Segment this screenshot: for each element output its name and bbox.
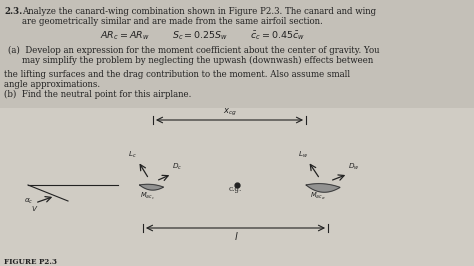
- Text: (a)  Develop an expression for the moment coefficient about the center of gravit: (a) Develop an expression for the moment…: [8, 46, 380, 55]
- Text: $AR_c = AR_w$        $S_c = 0.25S_w$        $\bar{c}_c = 0.45\bar{c}_w$: $AR_c = AR_w$ $S_c = 0.25S_w$ $\bar{c}_c…: [100, 30, 305, 43]
- Text: the lifting surfaces and the drag contribution to the moment. Also assume small: the lifting surfaces and the drag contri…: [4, 70, 350, 79]
- Text: are geometrically similar and are made from the same airfoil section.: are geometrically similar and are made f…: [22, 17, 323, 26]
- Polygon shape: [140, 184, 164, 190]
- Text: FIGURE P2.3: FIGURE P2.3: [4, 258, 57, 266]
- Text: $L_w$: $L_w$: [298, 150, 308, 160]
- Text: $D_c$: $D_c$: [172, 162, 182, 172]
- Text: $\alpha_c$: $\alpha_c$: [24, 197, 34, 206]
- Text: c.g.: c.g.: [229, 185, 242, 193]
- Text: 2.3.: 2.3.: [4, 7, 22, 16]
- Text: $V$: $V$: [31, 204, 38, 213]
- FancyBboxPatch shape: [0, 0, 474, 108]
- Text: $M_{ac_c}$: $M_{ac_c}$: [140, 191, 155, 202]
- Text: $L_c$: $L_c$: [128, 150, 137, 160]
- Polygon shape: [306, 184, 340, 192]
- Text: $M_{ac_w}$: $M_{ac_w}$: [310, 191, 326, 202]
- Text: $x_{cg}$: $x_{cg}$: [223, 107, 237, 118]
- Text: $D_w$: $D_w$: [348, 162, 360, 172]
- Text: Analyze the canard-wing combination shown in Figure P2.3. The canard and wing: Analyze the canard-wing combination show…: [22, 7, 376, 16]
- Text: (b)  Find the neutral point for this airplane.: (b) Find the neutral point for this airp…: [4, 90, 191, 99]
- Text: may simplify the problem by neglecting the upwash (downwash) effects between: may simplify the problem by neglecting t…: [22, 56, 373, 65]
- Text: $l$: $l$: [234, 230, 238, 242]
- Text: angle approximations.: angle approximations.: [4, 80, 100, 89]
